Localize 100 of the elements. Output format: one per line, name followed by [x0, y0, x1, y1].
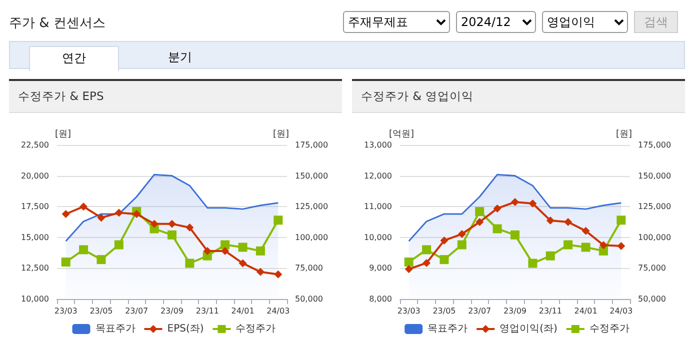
x-tick-label: 23/03 [54, 306, 78, 316]
x-tick-label: 23/03 [397, 306, 420, 316]
point [475, 207, 484, 216]
y2-tick-label: 100,000 [295, 232, 328, 242]
y-tick-label: 11,000 [364, 202, 392, 212]
x-tick-label: 23/09 [160, 306, 184, 316]
point [440, 236, 448, 244]
point [511, 198, 519, 206]
y-axis-title: [억원] [388, 130, 414, 140]
legend-label: 영업이익(좌) [500, 324, 558, 334]
point [582, 226, 590, 235]
legend-label: 수정주가 [236, 324, 276, 334]
point [97, 214, 106, 222]
point [564, 218, 572, 226]
y-tick-label: 13,000 [364, 140, 392, 150]
y-tick-label: 10,000 [364, 232, 392, 242]
x-tick-label: 23/07 [125, 306, 148, 316]
legend-label: 목표주가 [95, 324, 136, 334]
y2-tick-label: 125,000 [638, 202, 672, 212]
point [528, 258, 538, 268]
text: 영업이익 [542, 11, 628, 33]
point [220, 240, 230, 250]
chart-title: 수정주가 & 영업이익 [352, 79, 685, 113]
y2-axis-title: [원] [273, 130, 290, 140]
y-tick-label: 15,000 [21, 232, 49, 242]
point [256, 268, 264, 276]
point [132, 210, 141, 218]
y2-tick-label: 75,000 [295, 264, 323, 273]
y2-tick-label: 125,000 [295, 202, 328, 212]
x-tick-label: 24/01 [574, 306, 598, 316]
y2-tick-label: 100,000 [638, 232, 672, 242]
y2-axis-title: [원] [616, 130, 632, 140]
y-tick-label: 10,000 [21, 294, 49, 304]
point [476, 218, 484, 226]
point [422, 245, 432, 254]
y-tick-label: 12,000 [364, 171, 392, 180]
y-tick-label: 9,000 [369, 264, 392, 273]
point [221, 246, 230, 255]
x-tick-label: 24/03 [610, 306, 633, 316]
y2-tick-label: 175,000 [638, 140, 672, 150]
point [256, 246, 265, 256]
y-axis-title: [원] [54, 130, 71, 140]
point [61, 258, 70, 267]
point [238, 259, 247, 268]
point [457, 240, 466, 250]
point [238, 242, 248, 252]
text: 주재무제표 [343, 11, 450, 33]
point [492, 224, 502, 234]
y-tick-label: 17,500 [21, 202, 49, 212]
x-tick-label: 24/01 [231, 306, 254, 316]
legend-label: EPS(좌) [167, 324, 204, 334]
text: 분기 [167, 49, 193, 66]
point [440, 255, 449, 264]
point [168, 230, 176, 240]
y2-tick-label: 50,000 [295, 294, 323, 304]
point [150, 220, 158, 228]
point [114, 240, 124, 250]
point [80, 202, 88, 211]
point [186, 224, 194, 232]
point [598, 246, 608, 256]
y-tick-label: 12,500 [21, 264, 49, 273]
point [422, 258, 431, 267]
point [203, 246, 212, 255]
text: 검색 [634, 11, 678, 33]
x-tick-label: 23/09 [503, 306, 527, 316]
y-tick-label: 20,000 [21, 171, 49, 180]
point [546, 216, 554, 224]
text: 연간 [29, 46, 119, 71]
y2-tick-label: 175,000 [295, 140, 328, 150]
point [458, 230, 466, 238]
point [581, 242, 590, 252]
point [493, 204, 502, 212]
y2-tick-label: 150,000 [295, 171, 328, 180]
point [96, 255, 106, 264]
text: 2024/12 [456, 11, 536, 33]
x-tick-label: 23/05 [432, 306, 456, 316]
x-tick-label: 23/07 [468, 306, 492, 316]
y-tick-label: 8,000 [369, 294, 392, 304]
x-tick-label: 23/11 [196, 306, 219, 316]
point [168, 220, 176, 228]
point [510, 230, 520, 240]
y-tick-label: 22,500 [21, 140, 49, 150]
point [185, 258, 194, 268]
point [616, 216, 626, 225]
point [546, 251, 555, 260]
legend-label: 수정주가 [589, 324, 630, 334]
x-tick-label: 23/11 [538, 306, 562, 316]
y2-tick-label: 50,000 [638, 294, 666, 304]
point [617, 242, 626, 250]
legend-label: 목표주가 [428, 324, 468, 334]
point [274, 216, 283, 225]
point [404, 265, 413, 274]
point [79, 245, 88, 254]
x-tick-label: 24/03 [266, 306, 290, 316]
point [114, 208, 123, 217]
point [564, 240, 573, 250]
point [599, 241, 608, 250]
point [274, 270, 282, 278]
chart-title: 수정주가 & EPS [9, 79, 342, 113]
text: 주가 & 컨센서스 [9, 15, 106, 32]
